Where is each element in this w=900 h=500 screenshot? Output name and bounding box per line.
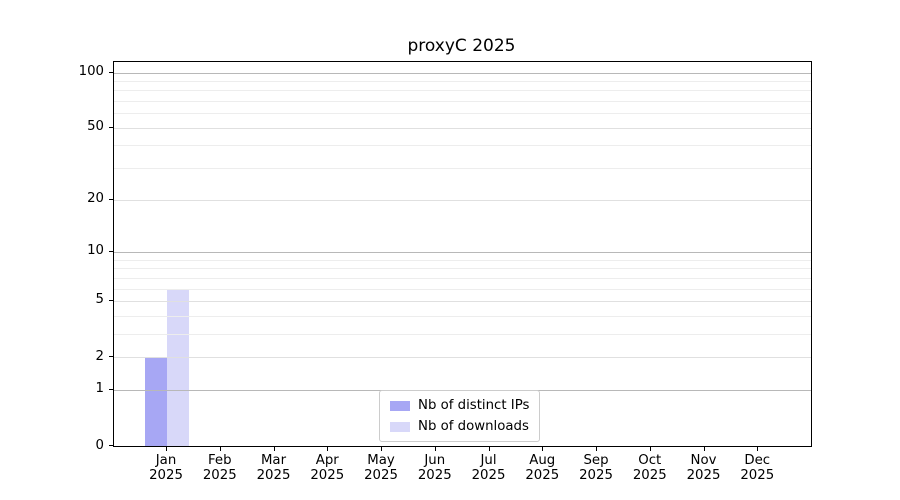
x-tick-year: 2025 (364, 468, 398, 483)
y-gridline-20 (114, 199, 811, 201)
x-tick-month: Sep (583, 453, 609, 468)
y-gridline-2 (114, 357, 811, 359)
y-tick-mark-1 (109, 388, 114, 390)
legend-swatch-distinct-ips (390, 400, 410, 411)
x-tick-label-aug: Aug 2025 (514, 453, 570, 483)
x-tick-year: 2025 (740, 468, 775, 483)
y-tick-label-1: 1 (95, 381, 104, 397)
y-tick-label-0: 0 (95, 437, 104, 453)
legend-item-downloads: Nb of downloads (390, 418, 529, 435)
x-tick-label-sep: Sep 2025 (568, 453, 624, 483)
x-tick-mark-jun (434, 446, 436, 451)
y-gridline-100 (114, 72, 811, 74)
x-tick-label-dec: Dec 2025 (729, 453, 785, 483)
y-gridline-10 (114, 251, 811, 253)
y-tick-mark-10 (109, 250, 114, 252)
legend: Nb of distinct IPs Nb of downloads (379, 390, 541, 442)
y-minor-gridline-60 (114, 113, 811, 115)
y-tick-label-100: 100 (78, 64, 104, 79)
x-tick-mark-mar (273, 446, 275, 451)
y-gridline-5 (114, 300, 811, 302)
y-minor-gridline-90 (114, 80, 811, 82)
legend-label-downloads: Nb of downloads (418, 419, 529, 434)
x-tick-month: Feb (207, 453, 232, 468)
y-tick-mark-0 (109, 445, 114, 446)
x-tick-label-apr: Apr 2025 (299, 453, 355, 483)
x-tick-label-oct: Oct 2025 (622, 453, 678, 483)
y-tick-label-50: 50 (87, 119, 104, 135)
y-gridline-50 (114, 127, 811, 129)
x-tick-month: Nov (690, 453, 717, 468)
x-tick-year: 2025 (202, 468, 237, 483)
x-tick-mark-oct (649, 446, 651, 451)
y-tick-mark-5 (109, 299, 114, 301)
x-tick-month: Mar (260, 453, 287, 468)
x-tick-year: 2025 (256, 468, 291, 483)
y-tick-label-5: 5 (95, 292, 104, 308)
y-minor-gridline-40 (114, 145, 811, 147)
x-tick-year: 2025 (149, 468, 183, 483)
y-minor-gridline-30 (114, 168, 811, 170)
bar-jan-nb-of-downloads (167, 288, 189, 446)
y-tick-label-20: 20 (87, 191, 104, 207)
x-tick-label-feb: Feb 2025 (192, 453, 248, 483)
x-tick-month: Oct (638, 453, 662, 468)
y-minor-gridline-3 (114, 333, 811, 335)
x-tick-mark-apr (327, 446, 329, 451)
x-tick-month: Jan (155, 453, 177, 468)
y-minor-gridline-8 (114, 268, 811, 270)
x-tick-year: 2025 (686, 468, 721, 483)
x-tick-label-jan: Jan 2025 (138, 453, 194, 483)
x-tick-mark-dec (757, 446, 759, 451)
x-tick-month: Jun (424, 453, 446, 468)
bars-layer (114, 62, 811, 446)
x-tick-label-mar: Mar 2025 (246, 453, 302, 483)
gridlines-layer (114, 62, 811, 446)
x-tick-month: Jul (480, 453, 497, 468)
legend-item-distinct-ips: Nb of distinct IPs (390, 397, 529, 414)
x-tick-year: 2025 (579, 468, 613, 483)
legend-label-distinct-ips: Nb of distinct IPs (418, 398, 530, 413)
x-tick-month: Apr (315, 453, 339, 468)
x-tick-year: 2025 (417, 468, 452, 483)
x-tick-year: 2025 (310, 468, 345, 483)
plot-area (113, 61, 812, 447)
x-tick-label-nov: Nov 2025 (676, 453, 732, 483)
x-tick-mark-nov (703, 446, 705, 451)
y-minor-gridline-6 (114, 288, 811, 290)
x-tick-mark-feb (219, 446, 221, 451)
y-tick-label-10: 10 (87, 243, 104, 259)
x-tick-year: 2025 (525, 468, 560, 483)
bar-jan-nb-of-distinct-ips (145, 357, 167, 446)
x-tick-mark-may (381, 446, 382, 451)
x-tick-year: 2025 (471, 468, 506, 483)
y-tick-mark-20 (109, 198, 114, 200)
y-minor-gridline-70 (114, 101, 811, 103)
x-tick-month: May (367, 453, 395, 468)
x-tick-label-jun: Jun 2025 (407, 453, 463, 483)
x-tick-year: 2025 (632, 468, 667, 483)
y-minor-gridline-4 (114, 315, 811, 317)
chart-title: proxyC 2025 (407, 36, 516, 56)
x-tick-mark-sep (596, 446, 597, 451)
y-minor-gridline-7 (114, 277, 811, 279)
x-tick-mark-jul (488, 446, 490, 451)
y-tick-mark-50 (109, 126, 114, 128)
y-minor-gridline-80 (114, 90, 811, 92)
x-tick-label-may: May 2025 (353, 453, 409, 483)
x-tick-month: Dec (744, 453, 771, 468)
y-tick-mark-2 (109, 356, 114, 358)
y-tick-mark-100 (109, 71, 114, 73)
x-tick-month: Aug (529, 453, 556, 468)
legend-swatch-downloads (390, 421, 410, 432)
x-tick-label-jul: Jul 2025 (461, 453, 517, 483)
y-minor-gridline-9 (114, 259, 811, 261)
x-tick-mark-aug (542, 446, 544, 451)
y-tick-label-2: 2 (95, 348, 104, 364)
x-tick-mark-jan (166, 446, 167, 451)
